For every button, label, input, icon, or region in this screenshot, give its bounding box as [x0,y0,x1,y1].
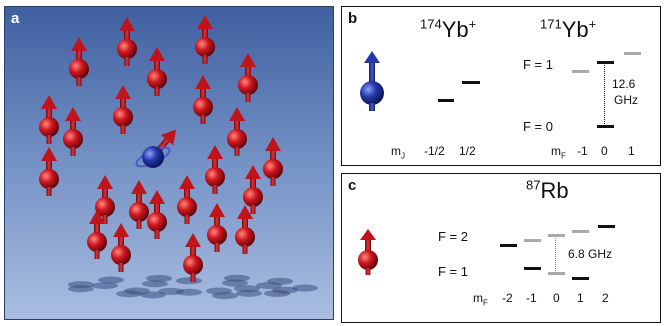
mf-axis-tick: 0 [601,144,608,158]
yb174-level-mj-plus-half [462,81,480,84]
rb87-f2-label: F = 2 [438,229,468,244]
rubidium-atom-icon [87,210,107,259]
atom-shadow [256,282,282,290]
atom-shadow [68,285,94,293]
rubidium-atom-icon [177,175,197,224]
yb171-f1-label: F = 1 [523,57,553,72]
rb87-level-f2-mf-plus1 [572,230,589,233]
atom-shadow [292,284,318,292]
mf-axis-tick: 0 [553,291,560,305]
atoms-illustration [39,15,318,300]
atom-shadow [176,288,202,296]
yb174-level-mj-minus-half [438,99,454,102]
yb171-splitting-unit: GHz [614,93,638,107]
mj-axis-tick: -1/2 [424,144,445,158]
atom-shadow [142,280,168,288]
rb87-level-f2-mf-minus1 [524,239,541,242]
atom-shadow [140,291,166,299]
mf-axis-tick: -1 [577,144,588,158]
atom-shadow [98,276,124,284]
atom-layer [39,15,283,282]
atom-shadow [176,277,202,285]
atom-shadow [92,282,118,290]
rubidium-atom-icon [147,190,167,239]
yb171-splitting-marker [604,65,605,124]
yb171-level-f1-mf-plus1 [624,52,641,55]
mf-axis-tick: 1 [577,291,584,305]
rubidium-atom-icon [235,205,255,254]
atom-shadow [212,292,238,300]
shadow-layer [68,274,318,300]
rb87-level-f1-mf-minus1 [524,267,541,270]
panel-c-rb-levels: c 87Rb F = 2 F = 1 6.8 GHz mF -2 -1 0 1 … [341,173,661,323]
rubidium-atom-icon [95,175,115,224]
rubidium-atom-icon [63,107,83,156]
rubidium-atom-icon [238,53,258,102]
rubidium-atom-icon [69,37,89,86]
mf-axis-tick: -1 [526,291,537,305]
panel-a-illustration: a [4,6,334,320]
panel-b-yb-levels: b 174Yb+ 171Yb+ F = 1 F = 0 12.6 GHz mJ … [341,6,661,166]
rb87-level-f2-mf-0 [548,234,565,237]
mf-axis-tick: 1 [628,144,635,158]
rubidium-atom-icon [129,180,149,229]
panel-b-label: b [348,10,358,27]
rubidium-atom-icon [195,15,215,64]
mf-axis-symbol: mF [473,291,488,308]
rb87-f1-label: F = 1 [438,264,468,279]
mj-axis-tick: 1/2 [459,144,476,158]
atom-shadow [236,289,262,297]
rubidium-atom-icon [147,47,167,96]
yb171-f0-label: F = 0 [523,119,553,134]
rubidium-atom-icon [227,107,247,156]
atom-shadow [222,279,248,287]
rubidium-atom-icon [263,137,283,186]
panel-c-label: c [348,177,357,194]
mj-axis-symbol: mJ [391,144,405,161]
yb171-species-label: 171Yb+ [540,16,597,42]
rubidium-atom-icon [113,85,133,134]
rb87-level-f1-mf-plus1 [572,277,589,280]
atom-shadow [116,290,142,298]
yb171-level-f1-mf-minus1 [572,70,589,73]
rubidium-atom-icon [243,165,263,214]
rb87-level-f2-mf-minus2 [500,244,517,247]
rb87-splitting-marker [555,238,556,271]
mf-axis-symbol: mF [551,144,566,161]
yb171-level-f1-mf-0 [597,61,614,64]
rubidium-atom-icon [111,223,131,272]
rubidium-atom-icon [183,233,203,282]
rubidium-atom-icon [39,147,59,196]
rubidium-atom-icon [207,203,227,252]
atom-shadow [264,289,290,297]
rb87-level-f2-mf-plus2 [598,225,615,228]
blue-ion-icon [360,51,384,111]
rubidium-atom-icon [205,145,225,194]
rb87-species-label: 87Rb [526,177,569,203]
rubidium-atom-icon [39,95,59,144]
yb174-species-label: 174Yb+ [420,16,477,42]
ion-body [135,146,171,168]
rb87-level-f1-mf-0 [548,272,565,275]
atom-shadow [146,274,172,282]
rubidium-atom-icon [117,17,137,66]
mf-axis-tick: -2 [502,291,513,305]
yb171-level-f0-mf-0 [597,125,614,128]
panel-a-label: a [11,10,20,27]
yb171-splitting-value: 12.6 [612,77,636,91]
rb87-splitting-value: 6.8 GHz [568,247,613,261]
red-atom-icon [358,229,378,275]
rubidium-atom-icon [193,75,213,124]
mf-axis-tick: 2 [602,291,609,305]
